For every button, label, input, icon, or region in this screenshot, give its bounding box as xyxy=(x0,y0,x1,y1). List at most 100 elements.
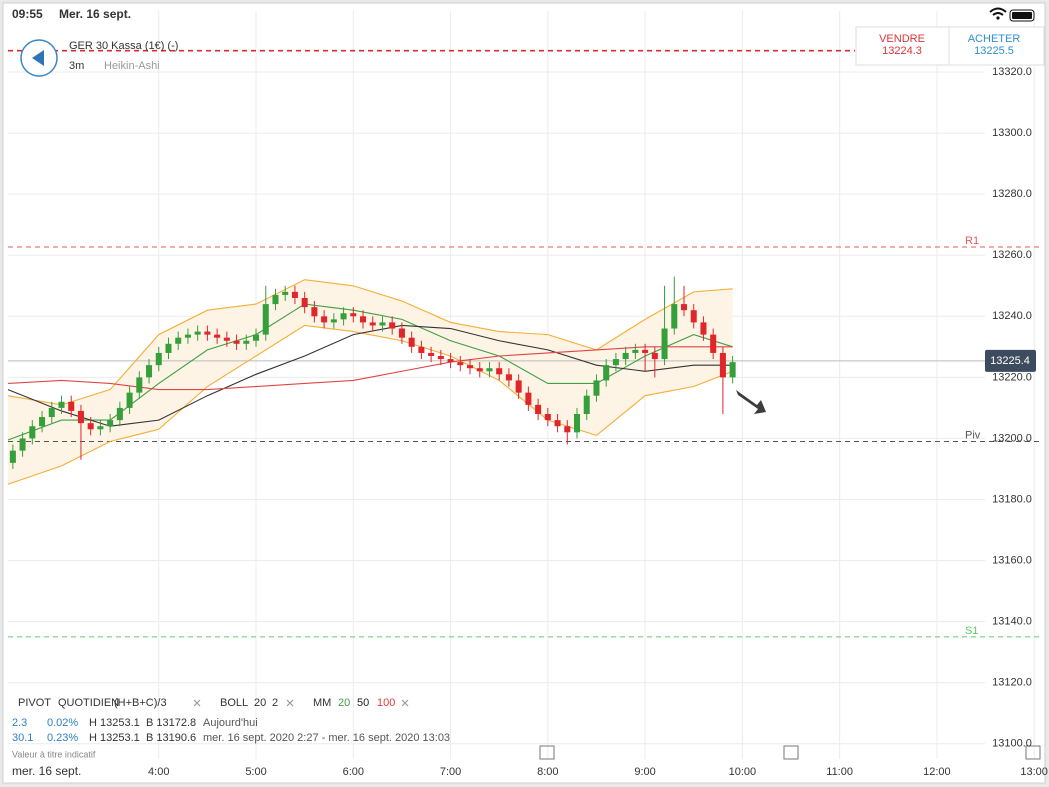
pivot-period: QUOTIDIEN xyxy=(58,697,119,709)
candle-body xyxy=(233,340,240,344)
x-tick-label: 7:00 xyxy=(440,766,461,778)
candle-body xyxy=(223,337,230,341)
x-tick-label: 5:00 xyxy=(245,766,266,778)
y-tick-label: 13140.0 xyxy=(992,616,1032,628)
y-tick-label: 13100.0 xyxy=(992,738,1032,750)
y-tick-label: 13300.0 xyxy=(992,127,1032,139)
remove-icons[interactable] xyxy=(193,699,409,707)
calendar-icons[interactable] xyxy=(539,745,1041,760)
candle-body xyxy=(680,304,688,311)
indicator-line xyxy=(7,279,733,406)
mm-label[interactable]: MM xyxy=(313,697,331,709)
candle-body xyxy=(505,374,512,381)
candle-body xyxy=(544,414,551,421)
candle-body xyxy=(515,380,522,393)
candle-body xyxy=(710,334,717,353)
x-tick-label: 11:00 xyxy=(826,766,853,778)
indicator-line xyxy=(7,303,733,441)
stat-high: H 13253.1 xyxy=(89,732,140,744)
candle-body xyxy=(194,331,201,335)
stat-period: Aujourd'hui xyxy=(203,717,258,729)
candle-body xyxy=(262,304,269,335)
interval[interactable]: 3m xyxy=(69,60,84,72)
candle-body xyxy=(535,404,542,415)
sell-button[interactable]: VENDRE 13224.3 xyxy=(855,26,950,66)
x-tick-label: 6:00 xyxy=(343,766,364,778)
x-tick-label: 8:00 xyxy=(537,766,558,778)
candle-body xyxy=(612,359,619,366)
candle-body xyxy=(136,377,143,393)
candle-body xyxy=(48,407,55,418)
indicator-line xyxy=(7,324,733,485)
candle-body xyxy=(719,352,726,378)
candle-body xyxy=(204,331,211,335)
pointer-arrow xyxy=(736,390,766,414)
mm-period: 50 xyxy=(357,697,369,709)
candle-body xyxy=(457,362,464,366)
candle-body xyxy=(165,343,172,353)
candle-body xyxy=(126,392,133,408)
y-tick-label: 13120.0 xyxy=(992,677,1032,689)
candle-body xyxy=(671,304,678,329)
candle-body xyxy=(9,450,16,463)
candle-body xyxy=(29,426,36,439)
buy-button[interactable]: ACHETER 13225.5 xyxy=(948,26,1045,66)
candle-body xyxy=(651,352,658,360)
candle-body xyxy=(642,349,649,353)
x-tick-label: 13:00 xyxy=(1020,766,1048,778)
boll-period: 20 xyxy=(254,697,266,709)
pivot-label[interactable]: PIVOT xyxy=(18,697,51,709)
stat-period: mer. 16 sept. 2020 2:27 - mer. 16 sept. … xyxy=(203,732,450,744)
plot xyxy=(7,11,1040,759)
x-tick-label: 10:00 xyxy=(729,766,757,778)
candle-body xyxy=(690,310,697,323)
candle-body xyxy=(107,420,114,427)
candle-body xyxy=(398,328,405,338)
candle-body xyxy=(360,316,367,323)
candle-body xyxy=(486,368,493,372)
boll-label[interactable]: BOLL xyxy=(220,697,248,709)
stat-change: 2.3 xyxy=(12,717,27,729)
candle-body xyxy=(77,410,84,424)
indicator-line xyxy=(7,346,733,391)
candle-body xyxy=(272,294,279,305)
instrument: GER 30 Kassa (1€) (-) xyxy=(69,40,178,52)
candle-body xyxy=(593,380,600,396)
candle-body xyxy=(291,291,298,298)
status-date: Mer. 16 sept. xyxy=(59,7,131,21)
candle-body xyxy=(389,322,396,329)
candle-body xyxy=(583,395,590,415)
candle-body xyxy=(632,349,639,353)
candle-body xyxy=(603,365,610,381)
candle-body xyxy=(155,352,162,366)
candle-body xyxy=(573,414,581,433)
sell-price: 13224.3 xyxy=(882,45,922,57)
candle-body xyxy=(564,426,571,433)
candle-body xyxy=(97,426,104,430)
chart-style[interactable]: Heikin-Ashi xyxy=(104,60,160,72)
date-label: mer. 16 sept. xyxy=(12,764,81,778)
candle-body xyxy=(350,313,357,317)
back-button[interactable] xyxy=(20,39,58,77)
candle-body xyxy=(700,322,707,335)
boll-dev: 2 xyxy=(272,697,278,709)
candle-body xyxy=(282,291,289,295)
stat-low: B 13172.8 xyxy=(146,717,196,729)
candle-body xyxy=(554,420,561,427)
candle-body xyxy=(243,340,250,344)
buy-label: ACHETER xyxy=(968,33,1021,45)
candle-body xyxy=(68,401,75,411)
y-tick-label: 13280.0 xyxy=(992,188,1032,200)
candle-body xyxy=(418,346,425,353)
y-tick-label: 13220.0 xyxy=(992,371,1032,383)
candle-body xyxy=(116,407,123,421)
candle-body xyxy=(330,319,337,323)
note: Valeur à titre indicatif xyxy=(12,749,96,759)
candle-body xyxy=(379,322,386,326)
candle-body xyxy=(87,423,94,430)
candle-body xyxy=(301,297,308,308)
x-tick-label: 9:00 xyxy=(634,766,655,778)
candle-body xyxy=(447,359,454,363)
candle-body xyxy=(214,334,221,338)
